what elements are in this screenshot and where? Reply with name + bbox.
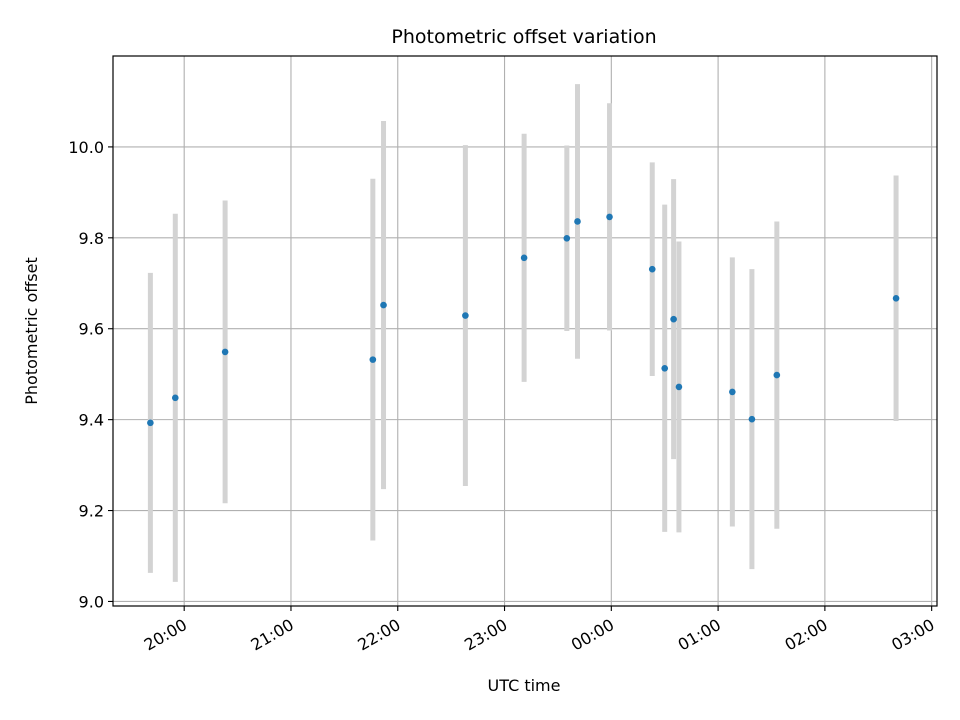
y-tick-label: 9.2 <box>79 502 104 521</box>
data-point <box>520 254 528 262</box>
y-axis-label: Photometric offset <box>22 257 41 405</box>
data-point <box>748 415 756 423</box>
data-point <box>574 218 581 225</box>
y-tick-label: 10.0 <box>68 138 104 157</box>
data-point <box>661 364 669 372</box>
data-point <box>369 356 377 363</box>
y-tick-label: 9.0 <box>79 592 104 611</box>
plot-frame <box>112 55 938 607</box>
chart-title: Photometric offset variation <box>391 26 656 48</box>
x-axis-label: UTC time <box>488 676 561 695</box>
data-point <box>462 312 469 319</box>
data-point <box>380 301 387 309</box>
data-point <box>670 315 677 323</box>
data-point <box>563 234 571 242</box>
data-point <box>892 294 900 302</box>
data-point <box>606 213 613 221</box>
data-point <box>773 371 781 379</box>
data-point <box>648 265 656 273</box>
y-axis-ticks: 9.0 9.2 9.4 9.6 9.8 10.0 <box>68 138 113 611</box>
data-point <box>171 394 179 402</box>
data-point <box>221 348 229 356</box>
y-tick-label: 9.8 <box>79 229 104 248</box>
data-point <box>147 419 154 427</box>
data-points <box>147 213 900 427</box>
data-point <box>729 388 736 396</box>
y-tick-label: 9.6 <box>79 320 104 339</box>
data-point <box>675 383 683 391</box>
y-tick-label: 9.4 <box>79 411 104 430</box>
